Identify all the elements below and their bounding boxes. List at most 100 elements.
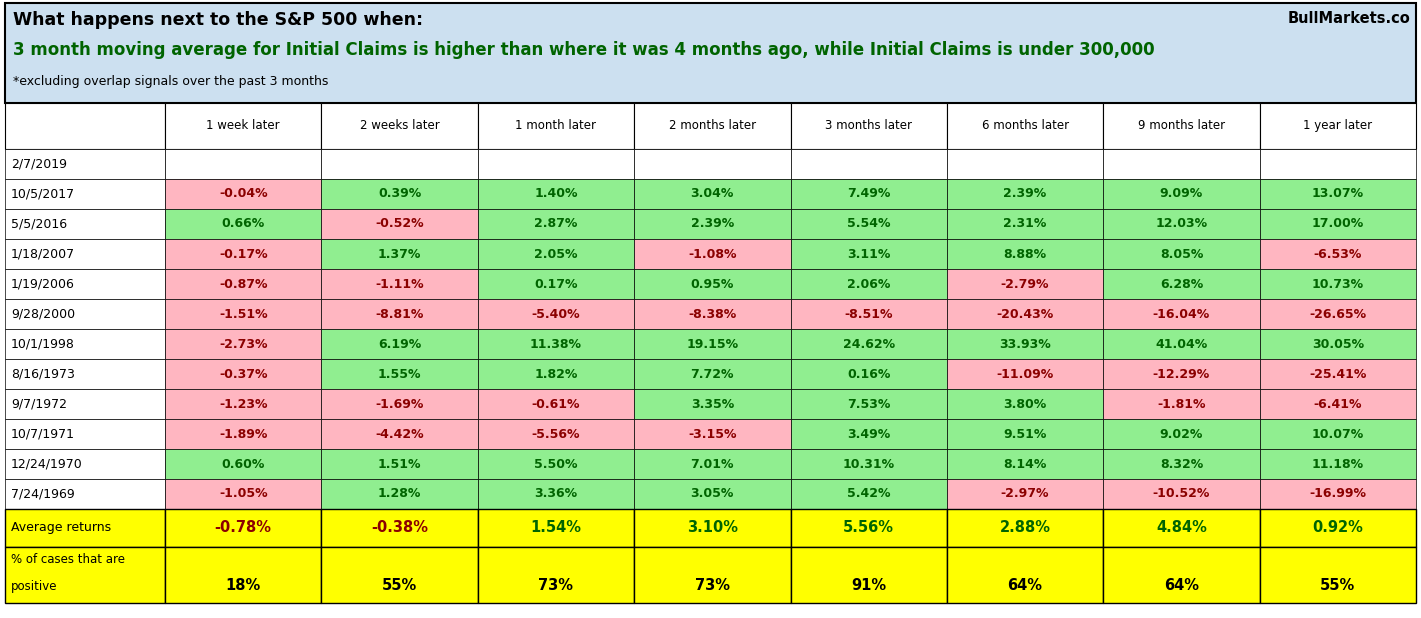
- Text: 10.73%: 10.73%: [1312, 277, 1364, 290]
- Bar: [1259, 103, 1415, 149]
- Text: -2.73%: -2.73%: [219, 337, 267, 350]
- Text: -25.41%: -25.41%: [1309, 368, 1367, 381]
- Text: -16.04%: -16.04%: [1152, 308, 1211, 321]
- Bar: [1259, 269, 1415, 299]
- Bar: [634, 329, 790, 359]
- Text: 3.05%: 3.05%: [691, 488, 735, 501]
- Text: 1.54%: 1.54%: [530, 520, 581, 536]
- Bar: [321, 299, 477, 329]
- Bar: [1103, 509, 1259, 547]
- Text: 0.60%: 0.60%: [222, 457, 264, 470]
- Text: 30.05%: 30.05%: [1312, 337, 1364, 350]
- Text: 1.82%: 1.82%: [534, 368, 577, 381]
- Text: 0.16%: 0.16%: [847, 368, 891, 381]
- Bar: [321, 479, 477, 509]
- Text: 3 months later: 3 months later: [826, 119, 912, 132]
- Text: 11.38%: 11.38%: [530, 337, 583, 350]
- Bar: [477, 269, 634, 299]
- Bar: [1103, 299, 1259, 329]
- Text: 18%: 18%: [226, 578, 261, 593]
- Text: -0.04%: -0.04%: [219, 187, 267, 200]
- Bar: [6, 239, 165, 269]
- Text: -0.17%: -0.17%: [219, 247, 267, 261]
- Bar: [6, 509, 165, 547]
- Bar: [634, 449, 790, 479]
- Text: BullMarkets.co: BullMarkets.co: [1287, 11, 1410, 26]
- Text: 9 months later: 9 months later: [1138, 119, 1225, 132]
- Text: 3.36%: 3.36%: [534, 488, 577, 501]
- Text: 1.40%: 1.40%: [534, 187, 578, 200]
- Text: What happens next to the S&P 500 when:: What happens next to the S&P 500 when:: [13, 11, 423, 29]
- Text: 0.92%: 0.92%: [1313, 520, 1363, 536]
- Bar: [477, 389, 634, 419]
- Text: 73%: 73%: [539, 578, 574, 593]
- Text: 3.11%: 3.11%: [847, 247, 891, 261]
- Text: -8.81%: -8.81%: [375, 308, 423, 321]
- Bar: [477, 149, 634, 179]
- Bar: [321, 209, 477, 239]
- Text: 64%: 64%: [1164, 578, 1199, 593]
- Text: Average returns: Average returns: [11, 522, 111, 535]
- Bar: [1259, 299, 1415, 329]
- Bar: [1103, 479, 1259, 509]
- Bar: [165, 479, 321, 509]
- Text: 9/28/2000: 9/28/2000: [11, 308, 75, 321]
- Bar: [477, 179, 634, 209]
- Bar: [634, 547, 790, 603]
- Text: 19.15%: 19.15%: [686, 337, 739, 350]
- Bar: [165, 359, 321, 389]
- Bar: [6, 389, 165, 419]
- Text: 3.80%: 3.80%: [1003, 397, 1047, 410]
- Bar: [6, 149, 165, 179]
- Text: 9.51%: 9.51%: [1003, 428, 1047, 441]
- Text: 12.03%: 12.03%: [1155, 218, 1208, 231]
- Bar: [634, 299, 790, 329]
- Bar: [321, 389, 477, 419]
- Text: 1 week later: 1 week later: [206, 119, 280, 132]
- Bar: [634, 419, 790, 449]
- Text: 12/24/1970: 12/24/1970: [11, 457, 82, 470]
- Bar: [165, 449, 321, 479]
- Bar: [165, 269, 321, 299]
- Bar: [321, 449, 477, 479]
- Bar: [6, 547, 165, 603]
- Text: 2.31%: 2.31%: [1003, 218, 1047, 231]
- Bar: [1103, 269, 1259, 299]
- Bar: [790, 359, 946, 389]
- Bar: [1259, 419, 1415, 449]
- Text: 1.28%: 1.28%: [378, 488, 421, 501]
- Bar: [165, 547, 321, 603]
- Bar: [6, 299, 165, 329]
- Text: 7.01%: 7.01%: [691, 457, 735, 470]
- Text: 3.04%: 3.04%: [691, 187, 735, 200]
- Bar: [946, 449, 1103, 479]
- Text: 24.62%: 24.62%: [843, 337, 895, 350]
- Text: 13.07%: 13.07%: [1312, 187, 1364, 200]
- Bar: [790, 419, 946, 449]
- Bar: [790, 239, 946, 269]
- Bar: [1103, 329, 1259, 359]
- Bar: [6, 269, 165, 299]
- Text: positive: positive: [11, 580, 57, 593]
- Bar: [6, 179, 165, 209]
- Bar: [946, 179, 1103, 209]
- Text: -6.41%: -6.41%: [1313, 397, 1363, 410]
- Bar: [634, 179, 790, 209]
- Bar: [946, 419, 1103, 449]
- Text: 1/18/2007: 1/18/2007: [11, 247, 75, 261]
- Text: 10/1/1998: 10/1/1998: [11, 337, 75, 350]
- Text: -8.38%: -8.38%: [688, 308, 736, 321]
- Bar: [165, 509, 321, 547]
- Text: 5/5/2016: 5/5/2016: [11, 218, 67, 231]
- Bar: [790, 509, 946, 547]
- Bar: [946, 299, 1103, 329]
- Bar: [1259, 209, 1415, 239]
- Bar: [1259, 239, 1415, 269]
- Text: 0.39%: 0.39%: [378, 187, 421, 200]
- Text: -10.52%: -10.52%: [1152, 488, 1211, 501]
- Text: 8.05%: 8.05%: [1160, 247, 1204, 261]
- Text: 41.04%: 41.04%: [1155, 337, 1208, 350]
- Bar: [165, 149, 321, 179]
- Text: 2.05%: 2.05%: [534, 247, 578, 261]
- Bar: [790, 103, 946, 149]
